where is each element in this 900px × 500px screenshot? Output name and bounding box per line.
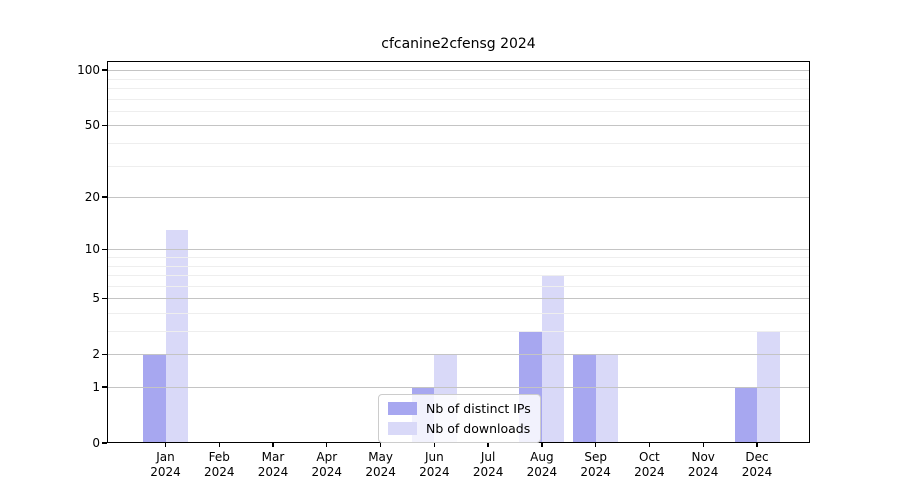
gridline-minor-8: [107, 265, 810, 267]
gridline-major-100: [107, 70, 810, 72]
y-tick-label-1: 1: [92, 380, 100, 394]
y-tick-label-10: 10: [84, 242, 100, 257]
legend-item-distinct-ips: Nb of distinct IPs: [388, 401, 531, 416]
y-tick-mark-100: [102, 69, 107, 71]
y-tick-mark-5: [102, 297, 107, 299]
gridline-major-5: [107, 298, 810, 300]
y-tick-label-0: 0: [92, 436, 100, 450]
gridline-minor-30: [107, 165, 810, 167]
gridline-minor-3: [107, 331, 810, 332]
gridline-major-20: [107, 197, 810, 198]
y-tick-mark-0: [102, 442, 107, 444]
x-tick-mark-oct: [648, 443, 651, 447]
x-tick-label-aug: Aug 2024: [526, 450, 558, 479]
legend-label-downloads: Nb of downloads: [426, 421, 531, 436]
gridline-minor-70: [107, 98, 810, 100]
x-tick-label-nov: Nov 2024: [687, 450, 719, 479]
x-tick-label-apr: Apr 2024: [311, 450, 343, 479]
gridline-minor-9: [107, 256, 810, 258]
x-tick-mark-aug: [541, 443, 543, 447]
x-tick-label-oct: Oct 2024: [634, 450, 665, 479]
x-tick-mark-jan: [164, 443, 167, 447]
x-tick-label-dec: Dec 2024: [741, 450, 773, 479]
x-tick-label-jul: Jul 2024: [472, 450, 504, 479]
gridline-minor-40: [107, 142, 810, 144]
gridline-major-2: [107, 354, 810, 356]
legend-label-distinct-ips: Nb of distinct IPs: [426, 401, 531, 416]
y-tick-label-5: 5: [92, 291, 100, 306]
x-tick-mark-jun: [433, 443, 436, 447]
y-tick-label-2: 2: [92, 347, 100, 362]
x-tick-label-may: May 2024: [365, 450, 396, 479]
legend-swatch-distinct-ips: [388, 402, 417, 415]
x-tick-mark-jul: [487, 443, 489, 447]
y-tick-mark-50: [102, 124, 107, 126]
gridline-minor-4: [107, 312, 810, 314]
bar-distinct-ips-jan: [143, 354, 166, 443]
gridline-minor-7: [107, 275, 810, 276]
y-tick-label-20: 20: [84, 190, 100, 204]
x-tick-label-mar: Mar 2024: [257, 450, 289, 479]
x-tick-mark-apr: [326, 443, 328, 447]
gridline-minor-60: [107, 110, 810, 112]
legend: Nb of distinct IPs Nb of downloads: [378, 394, 541, 443]
y-tick-mark-20: [102, 196, 107, 198]
gridline-minor-90: [107, 78, 810, 80]
x-tick-mark-mar: [272, 443, 274, 447]
x-tick-mark-feb: [218, 443, 220, 447]
legend-swatch-downloads: [388, 422, 417, 435]
gridline-minor-6: [107, 285, 810, 287]
x-tick-mark-nov: [702, 443, 704, 447]
y-tick-mark-10: [102, 248, 107, 250]
gridline-major-10: [107, 249, 810, 251]
x-tick-label-jun: Jun 2024: [419, 450, 450, 479]
bar-distinct-ips-sep: [573, 354, 596, 443]
x-tick-mark-sep: [595, 443, 597, 447]
x-tick-label-feb: Feb 2024: [204, 450, 235, 479]
y-tick-mark-1: [102, 386, 107, 388]
gridline-major-50: [107, 125, 810, 127]
x-tick-label-sep: Sep 2024: [580, 450, 611, 479]
bar-downloads-jan: [165, 229, 188, 443]
legend-item-downloads: Nb of downloads: [388, 421, 531, 436]
gridline-major-1: [107, 387, 810, 388]
bar-downloads-aug: [541, 275, 565, 443]
bar-downloads-sep: [595, 354, 619, 443]
x-tick-mark-dec: [756, 443, 758, 447]
chart-title: cfcanine2cfensg 2024: [381, 36, 536, 52]
gridline-minor-80: [107, 87, 810, 89]
y-tick-mark-2: [102, 353, 107, 355]
x-tick-mark-may: [379, 443, 382, 447]
x-tick-label-jan: Jan 2024: [150, 450, 181, 479]
plot-area: [107, 61, 810, 443]
y-tick-label-50: 50: [84, 118, 100, 133]
y-tick-label-100: 100: [77, 63, 100, 78]
bar-distinct-ips-dec: [734, 387, 757, 443]
